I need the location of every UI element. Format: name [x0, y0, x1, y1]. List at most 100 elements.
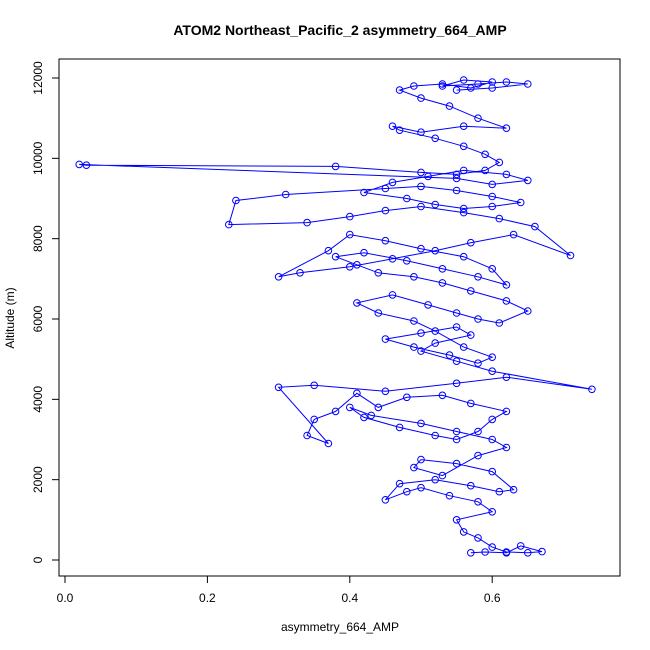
data-point: [410, 82, 418, 90]
data-point: [417, 329, 425, 337]
data-point: [374, 309, 383, 317]
data-point: [474, 80, 482, 88]
data-point: [438, 391, 447, 400]
data-point: [353, 389, 361, 398]
data-point: [481, 166, 489, 175]
data-point: [388, 178, 397, 187]
data-point: [467, 481, 475, 490]
data-point: [459, 122, 468, 130]
data-point: [303, 218, 311, 227]
data-point: [467, 238, 475, 247]
data-point: [353, 299, 361, 307]
data-point: [281, 190, 290, 199]
data-point: [488, 265, 497, 273]
data-point: [502, 443, 511, 452]
data-point: [331, 407, 340, 416]
data-point: [452, 516, 461, 524]
y-tick-label: 8000: [31, 225, 45, 252]
data-point: [488, 353, 497, 362]
y-tick-label: 2000: [31, 466, 45, 493]
data-point: [403, 393, 411, 402]
data-point: [417, 182, 425, 191]
data-point: [310, 381, 319, 390]
data-point: [417, 244, 425, 253]
x-axis: 0.0 0.2 0.4 0.6: [57, 576, 501, 605]
data-point: [474, 359, 482, 368]
data-point: [495, 487, 504, 496]
data-point: [381, 184, 390, 193]
data-point: [459, 343, 468, 351]
data-point: [324, 439, 333, 448]
data-point: [395, 423, 404, 432]
data-point: [324, 246, 333, 255]
data-point: [417, 455, 425, 464]
y-axis-label: Altitude (m): [3, 287, 17, 348]
data-point: [495, 214, 504, 223]
data-point: [75, 160, 83, 169]
data-point: [488, 202, 497, 211]
data-point: [495, 319, 504, 327]
data-point: [452, 186, 461, 195]
data-point: [495, 158, 504, 167]
data-point: [417, 128, 425, 136]
data-point: [488, 543, 497, 551]
y-tick-label: 0: [31, 556, 45, 563]
data-point: [438, 80, 447, 88]
data-point: [502, 373, 511, 382]
data-point: [417, 419, 425, 428]
data-point: [452, 427, 461, 436]
data-point: [566, 251, 575, 260]
data-point: [467, 549, 475, 557]
data-point: [424, 301, 432, 309]
series-line: [79, 79, 592, 554]
data-point: [424, 172, 432, 181]
data-point: [388, 122, 397, 130]
data-point: [502, 78, 511, 86]
data-point: [459, 208, 468, 217]
data-point: [481, 548, 489, 556]
data-point: [502, 407, 511, 416]
data-point: [274, 383, 283, 392]
data-point: [452, 435, 461, 444]
data-point: [452, 459, 461, 468]
data-point: [346, 212, 354, 221]
data-point: [403, 257, 411, 265]
data-point: [474, 114, 482, 122]
data-point: [374, 403, 383, 412]
data-point: [531, 222, 539, 231]
plot-frame: [58, 58, 621, 577]
data-point: [381, 335, 390, 343]
data-point: [274, 273, 283, 281]
data-point: [346, 403, 354, 412]
data-point: [310, 415, 319, 424]
x-tick-label: 0.0: [57, 591, 74, 605]
data-point: [524, 176, 532, 185]
data-point: [467, 287, 475, 295]
data-point: [403, 487, 411, 496]
data-point: [509, 485, 518, 494]
data-point: [445, 102, 454, 110]
data-point: [488, 415, 497, 424]
data-point: [467, 331, 475, 339]
data-point: [346, 263, 354, 271]
data-point: [438, 265, 447, 273]
data-point: [232, 196, 240, 205]
data-point: [452, 309, 461, 317]
data-point: [502, 281, 511, 289]
data-point: [452, 86, 461, 94]
data-point: [225, 220, 233, 229]
y-axis: 0 2000 4000 6000 8000 10000 12000: [31, 61, 59, 563]
data-point: [588, 385, 596, 394]
data-point: [445, 491, 454, 500]
data-point: [417, 347, 425, 355]
data-point: [438, 471, 447, 480]
data-point: [488, 435, 497, 444]
data-point: [459, 252, 468, 261]
data-point: [353, 261, 361, 269]
data-point: [488, 467, 497, 476]
data-point: [403, 194, 411, 203]
data-point: [374, 269, 383, 277]
data-point: [395, 479, 404, 488]
data-point: [367, 411, 376, 420]
